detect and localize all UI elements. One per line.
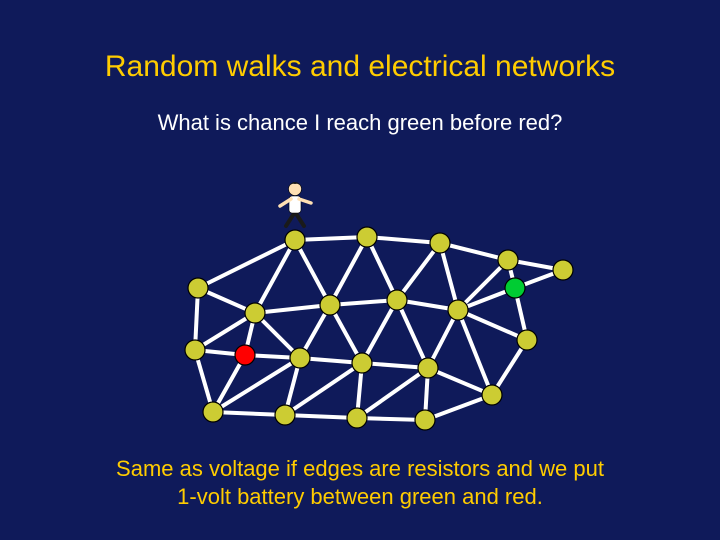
graph-edge [397, 243, 440, 300]
graph-node [357, 227, 377, 247]
graph-edge [458, 260, 508, 310]
graph-node [185, 340, 205, 360]
footer-line-1: Same as voltage if edges are resistors a… [116, 456, 604, 481]
graph-node-red [235, 345, 255, 365]
graph-edge [285, 415, 357, 418]
graph-node [430, 233, 450, 253]
graph-edge [425, 395, 492, 420]
graph-node [553, 260, 573, 280]
walker-icon [280, 182, 311, 226]
graph-edge [213, 412, 285, 415]
graph-node-start [285, 230, 305, 250]
slide-footer: Same as voltage if edges are resistors a… [0, 455, 720, 510]
graph-node [387, 290, 407, 310]
slide-root: Random walks and electrical networks Wha… [0, 0, 720, 540]
graph-node [448, 300, 468, 320]
graph-node [415, 410, 435, 430]
graph-edge [330, 237, 367, 305]
graph-edge [362, 300, 397, 363]
graph-node [418, 358, 438, 378]
graph-node [347, 408, 367, 428]
graph-node [188, 278, 208, 298]
graph-edge [295, 237, 367, 240]
graph-edge [295, 240, 330, 305]
graph-node [275, 405, 295, 425]
graph-node [290, 348, 310, 368]
footer-line-2: 1-volt battery between green and red. [177, 484, 543, 509]
graph-node [482, 385, 502, 405]
walker-icon [280, 182, 311, 226]
graph-node [245, 303, 265, 323]
graph-node [203, 402, 223, 422]
graph-node [517, 330, 537, 350]
graph-node-green [505, 278, 525, 298]
graph-edge [255, 305, 330, 313]
graph-edge [367, 237, 440, 243]
graph-edge [357, 368, 428, 418]
graph-node [320, 295, 340, 315]
graph-node [352, 353, 372, 373]
graph-node [498, 250, 518, 270]
graph-edge [397, 300, 428, 368]
